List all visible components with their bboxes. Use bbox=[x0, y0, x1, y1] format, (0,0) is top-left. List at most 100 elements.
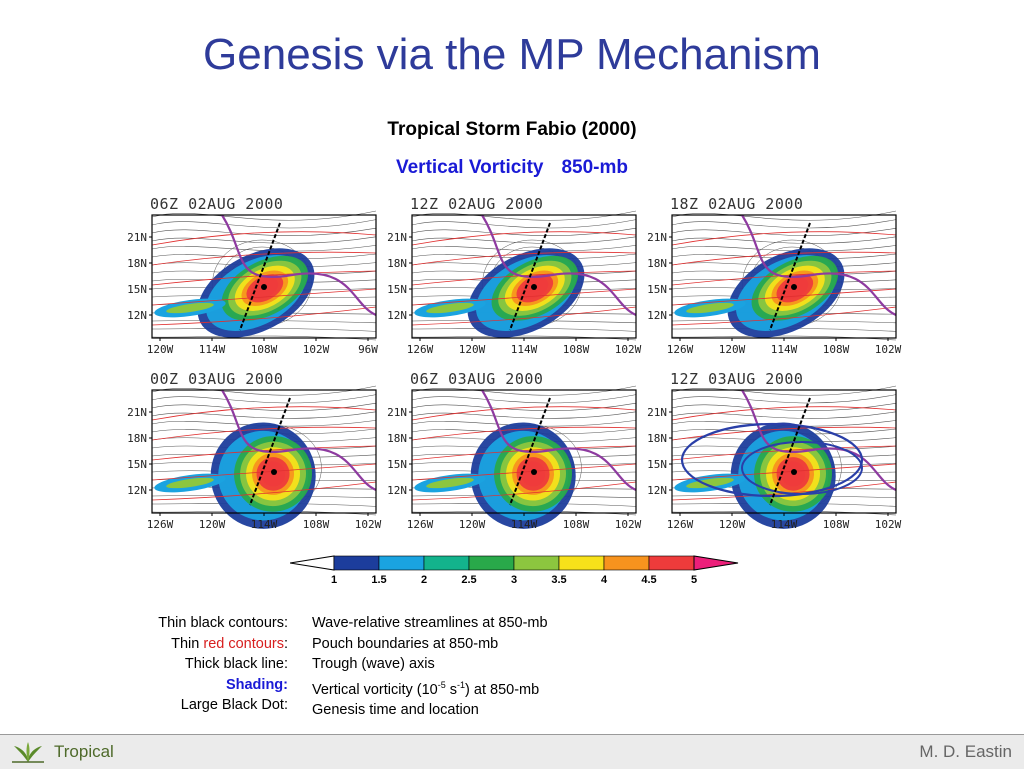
x-tick-label: 108W bbox=[303, 518, 330, 531]
colorbar-label: 1.5 bbox=[371, 574, 386, 586]
legend-labels: Thin black contours: Thin red contours: … bbox=[100, 613, 288, 716]
x-tick-label: 114W bbox=[511, 343, 538, 356]
x-tick-label: 114W bbox=[199, 343, 226, 356]
map-panel-6: 12Z 03AUG 2000 21N 18N 15N 12N 126W 120W 114W 1… bbox=[638, 370, 903, 535]
map-panel-2: 12Z 02AUG 2000 21N 18N 15N 12N 126W 120W 114W 1… bbox=[378, 195, 643, 360]
label-black-dot: Large Black Dot: bbox=[180, 697, 288, 713]
x-tick-label: 108W bbox=[823, 518, 850, 531]
y-tick-label: 18N bbox=[127, 432, 147, 445]
y-tick-label: 15N bbox=[387, 283, 407, 296]
map-panel-5: 06Z 03AUG 2000 21N 18N 15N 12N 126W 120W 114W 1… bbox=[378, 370, 643, 535]
leaf-logo-icon bbox=[12, 742, 44, 763]
map-panel-4: 00Z 03AUG 2000 21N 18N 15N 12N 126W 120W 114W 1… bbox=[118, 370, 383, 535]
y-tick-label: 18N bbox=[647, 257, 667, 270]
y-tick-label: 12N bbox=[647, 309, 667, 322]
colorbar-label: 2.5 bbox=[461, 574, 476, 586]
y-tick-label: 18N bbox=[387, 432, 407, 445]
storm-name: Tropical Storm Fabio (2000) bbox=[387, 119, 637, 140]
y-tick-label: 21N bbox=[127, 231, 147, 244]
x-tick-label: 126W bbox=[147, 518, 174, 531]
vorticity-map: 21N 18N 15N 12N 126W 120W 114W 108W 102W bbox=[647, 385, 902, 531]
x-tick-label: 108W bbox=[563, 518, 590, 531]
x-tick-label: 114W bbox=[771, 343, 798, 356]
panel-title: 18Z 02AUG 2000 bbox=[670, 195, 804, 213]
colorbar-label: 4.5 bbox=[641, 574, 656, 586]
label-thick-black: Thick black line: bbox=[184, 656, 288, 672]
y-tick-label: 15N bbox=[647, 458, 667, 471]
y-tick-label: 15N bbox=[387, 458, 407, 471]
x-tick-label: 108W bbox=[823, 343, 850, 356]
panel-title: 12Z 02AUG 2000 bbox=[410, 195, 544, 213]
x-tick-label: 126W bbox=[407, 343, 434, 356]
vorticity-map: 21N 18N 15N 12N 126W 120W 114W 108W 102W bbox=[387, 385, 642, 531]
y-tick-label: 18N bbox=[387, 257, 407, 270]
x-tick-label: 120W bbox=[199, 518, 226, 531]
y-tick-label: 18N bbox=[127, 257, 147, 270]
y-tick-label: 12N bbox=[647, 484, 667, 497]
y-tick-label: 15N bbox=[127, 458, 147, 471]
desc-streamlines: Wave-relative streamlines at 850-mb bbox=[312, 615, 548, 631]
y-tick-label: 15N bbox=[647, 283, 667, 296]
colorbar-label: 1 bbox=[331, 574, 337, 586]
map-panel-1: 06Z 02AUG 2000 21N 18N 15N 12N 120W 114W 108W 1… bbox=[118, 195, 383, 360]
y-tick-label: 21N bbox=[387, 406, 407, 419]
x-tick-label: 102W bbox=[615, 518, 642, 531]
x-tick-label: 102W bbox=[355, 518, 382, 531]
colorbar-low-arrow bbox=[289, 555, 335, 571]
slide-footer: Tropical M. D. Eastin bbox=[0, 734, 1024, 769]
colorbar-graphic: 1 1.5 2 2.5 3 3.5 4 4.5 5 bbox=[289, 555, 739, 586]
y-tick-label: 12N bbox=[127, 309, 147, 322]
colorbar-swatch bbox=[513, 555, 560, 571]
x-tick-label: 102W bbox=[875, 518, 902, 531]
x-tick-label: 126W bbox=[407, 518, 434, 531]
x-tick-label: 102W bbox=[303, 343, 330, 356]
colorbar-swatch bbox=[423, 555, 470, 571]
panel-title: 00Z 03AUG 2000 bbox=[150, 370, 284, 388]
colorbar-swatch bbox=[333, 555, 380, 571]
x-tick-label: 126W bbox=[667, 343, 694, 356]
legend-descriptions: Wave-relative streamlines at 850-mb Pouc… bbox=[312, 613, 712, 720]
colorbar-label: 2 bbox=[421, 574, 427, 586]
colorbar-swatch bbox=[468, 555, 515, 571]
x-tick-label: 120W bbox=[147, 343, 174, 356]
slide-title: Genesis via the MP Mechanism bbox=[203, 30, 821, 79]
colorbar-label: 5 bbox=[691, 574, 697, 586]
colorbar-swatch bbox=[603, 555, 650, 571]
x-tick-label: 114W bbox=[251, 518, 278, 531]
vorticity-map: 21N 18N 15N 12N 126W 120W 114W 108W 102W bbox=[127, 385, 382, 531]
colorbar-swatch bbox=[648, 555, 695, 571]
vorticity-map: 21N 18N 15N 12N 126W 120W 114W 108W 102W bbox=[647, 210, 902, 356]
x-tick-label: 108W bbox=[563, 343, 590, 356]
footer-author: M. D. Eastin bbox=[919, 742, 1012, 761]
vorticity-map: 21N 18N 15N 12N 120W 114W 108W 102W 96W bbox=[127, 210, 378, 356]
label-thin-black: Thin black contours: bbox=[158, 615, 288, 631]
x-tick-label: 120W bbox=[459, 343, 486, 356]
colorbar-label: 3 bbox=[511, 574, 517, 586]
colorbar-swatch bbox=[558, 555, 605, 571]
desc-vorticity: Vertical vorticity (10-5 s-1) at 850-mb bbox=[312, 679, 540, 698]
y-tick-label: 15N bbox=[127, 283, 147, 296]
vorticity-map: 21N 18N 15N 12N 126W 120W 114W 108W 102W bbox=[387, 210, 642, 356]
colorbar-high-arrow bbox=[693, 555, 739, 571]
y-tick-label: 21N bbox=[387, 231, 407, 244]
colorbar-label: 3.5 bbox=[551, 574, 566, 586]
x-tick-label: 108W bbox=[251, 343, 278, 356]
colorbar: 1 1.5 2 2.5 3 3.5 4 4.5 5 bbox=[289, 552, 740, 588]
y-tick-label: 21N bbox=[647, 231, 667, 244]
panel-title: 06Z 02AUG 2000 bbox=[150, 195, 284, 213]
x-tick-label: 114W bbox=[511, 518, 538, 531]
x-tick-label: 102W bbox=[615, 343, 642, 356]
x-tick-label: 102W bbox=[875, 343, 902, 356]
y-tick-label: 12N bbox=[387, 309, 407, 322]
y-tick-label: 12N bbox=[127, 484, 147, 497]
colorbar-swatch bbox=[378, 555, 425, 571]
desc-pouch: Pouch boundaries at 850-mb bbox=[312, 635, 499, 652]
panel-title: 06Z 03AUG 2000 bbox=[410, 370, 544, 388]
desc-trough: Trough (wave) axis bbox=[312, 656, 435, 672]
x-tick-label: 120W bbox=[459, 518, 486, 531]
y-tick-label: 12N bbox=[387, 484, 407, 497]
panel-title: 12Z 03AUG 2000 bbox=[670, 370, 804, 388]
y-tick-label: 18N bbox=[647, 432, 667, 445]
x-tick-label: 96W bbox=[358, 343, 378, 356]
colorbar-label: 4 bbox=[601, 574, 608, 586]
